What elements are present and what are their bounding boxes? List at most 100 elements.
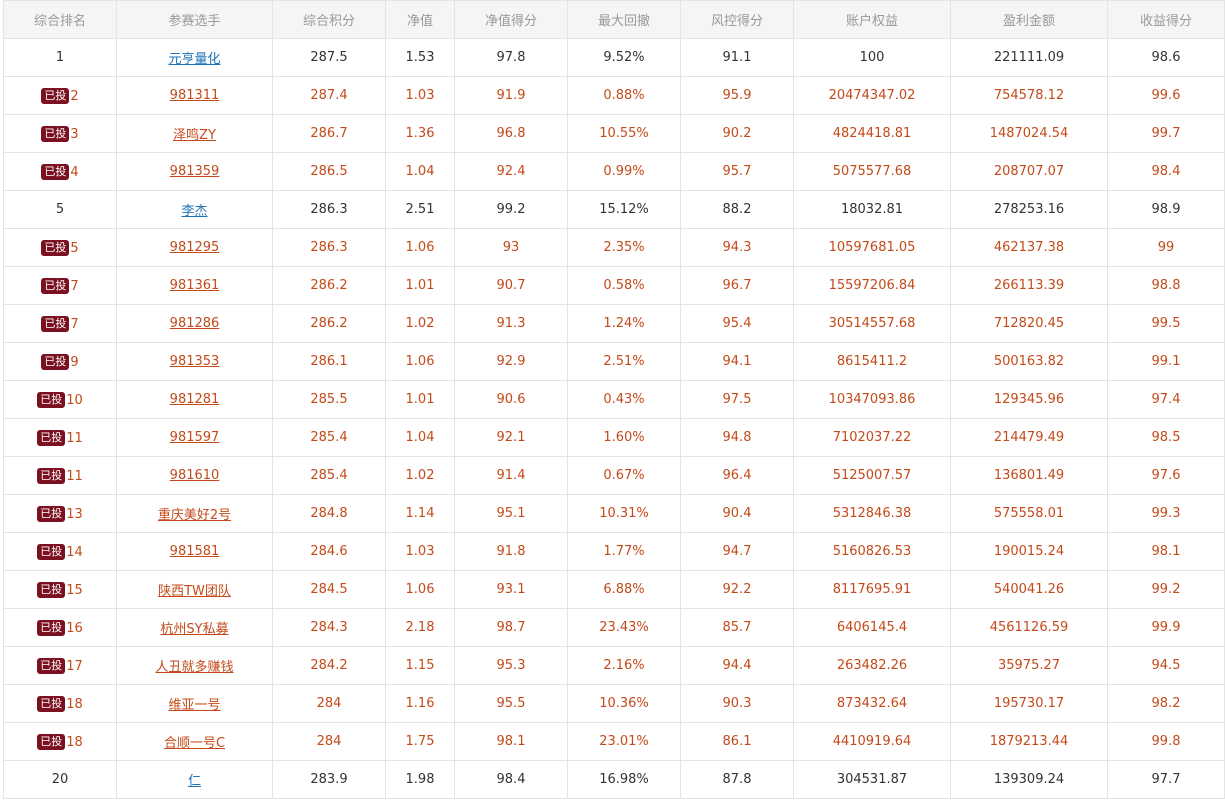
score-cell: 285.4	[272, 456, 386, 495]
nav-cell: 1.16	[385, 684, 455, 723]
drawdown-cell: 1.24%	[567, 304, 681, 343]
player-link[interactable]: 元亨量化	[168, 52, 221, 67]
table-row: 已投 14 981581 284.6 1.03 91.8 1.77% 94.7 5160826.…	[3, 532, 1225, 571]
rank-value: 5	[70, 240, 79, 256]
return-score-cell: 98.9	[1107, 190, 1225, 229]
nav-score-cell: 91.4	[454, 456, 568, 495]
nav-cell: 1.06	[385, 570, 455, 609]
drawdown-cell: 23.01%	[567, 722, 681, 761]
profit-cell: 462137.38	[950, 228, 1108, 267]
profit-cell: 1879213.44	[950, 722, 1108, 761]
col-header-rank[interactable]: 综合排名	[3, 0, 117, 39]
equity-cell: 10347093.86	[793, 380, 951, 419]
drawdown-cell: 2.51%	[567, 342, 681, 381]
player-cell: 981353	[116, 342, 273, 381]
risk-score-cell: 90.3	[680, 684, 794, 723]
return-score-cell: 99.1	[1107, 342, 1225, 381]
nav-cell: 1.04	[385, 418, 455, 457]
score-cell: 283.9	[272, 760, 386, 799]
equity-cell: 30514557.68	[793, 304, 951, 343]
risk-score-cell: 90.4	[680, 494, 794, 533]
risk-score-cell: 96.7	[680, 266, 794, 305]
player-link[interactable]: 陕西TW团队	[158, 584, 231, 599]
player-link[interactable]: 泽鸣ZY	[173, 128, 216, 143]
score-cell: 285.4	[272, 418, 386, 457]
score-cell: 286.3	[272, 190, 386, 229]
nav-score-cell: 92.9	[454, 342, 568, 381]
rank-value: 2	[70, 88, 79, 104]
rank-cell: 已投 5	[3, 228, 117, 267]
score-cell: 284.5	[272, 570, 386, 609]
invested-badge: 已投	[37, 391, 66, 408]
col-header-score[interactable]: 综合积分	[272, 0, 386, 39]
col-header-nav-score[interactable]: 净值得分	[454, 0, 568, 39]
player-link[interactable]: 维亚一号	[168, 698, 221, 713]
table-row: 已投 7 981361 286.2 1.01 90.7 0.58% 96.7 15597206.…	[3, 266, 1225, 305]
player-link[interactable]: 981281	[169, 392, 220, 407]
profit-cell: 35975.27	[950, 646, 1108, 685]
invested-badge: 已投	[41, 353, 70, 370]
col-header-nav[interactable]: 净值	[385, 0, 455, 39]
table-row: 20 仁 283.9 1.98 98.4 16.98% 87.8 304531.87 13930…	[3, 760, 1225, 799]
col-header-risk-score[interactable]: 风控得分	[680, 0, 794, 39]
drawdown-cell: 16.98%	[567, 760, 681, 799]
player-link[interactable]: 杭州SY私募	[160, 622, 229, 637]
profit-cell: 500163.82	[950, 342, 1108, 381]
player-link[interactable]: 人丑就多赚钱	[155, 660, 234, 675]
invested-badge: 已投	[41, 125, 70, 142]
risk-score-cell: 91.1	[680, 38, 794, 77]
player-cell: 李杰	[116, 190, 273, 229]
score-cell: 284	[272, 722, 386, 761]
player-link[interactable]: 仁	[187, 774, 201, 789]
profit-cell: 712820.45	[950, 304, 1108, 343]
col-header-equity[interactable]: 账户权益	[793, 0, 951, 39]
col-header-drawdown[interactable]: 最大回撤	[567, 0, 681, 39]
player-link[interactable]: 981581	[169, 544, 220, 559]
rank-value: 11	[66, 468, 83, 484]
rank-cell: 已投 17	[3, 646, 117, 685]
return-score-cell: 99.2	[1107, 570, 1225, 609]
profit-cell: 190015.24	[950, 532, 1108, 571]
player-link[interactable]: 981311	[169, 88, 220, 103]
nav-cell: 1.01	[385, 380, 455, 419]
invested-badge: 已投	[37, 733, 66, 750]
table-row: 已投 7 981286 286.2 1.02 91.3 1.24% 95.4 30514557.…	[3, 304, 1225, 343]
invested-badge: 已投	[41, 277, 70, 294]
score-cell: 284.2	[272, 646, 386, 685]
rank-cell: 1	[3, 38, 117, 77]
nav-score-cell: 90.6	[454, 380, 568, 419]
profit-cell: 136801.49	[950, 456, 1108, 495]
player-cell: 杭州SY私募	[116, 608, 273, 647]
ranking-table: 综合排名 参赛选手 综合积分 净值 净值得分 最大回撤 风控得分 账户权益 盈利…	[3, 0, 1225, 799]
col-header-player[interactable]: 参赛选手	[116, 0, 273, 39]
nav-cell: 1.36	[385, 114, 455, 153]
player-link[interactable]: 重庆美好2号	[157, 508, 232, 523]
invested-badge: 已投	[37, 695, 66, 712]
score-cell: 287.5	[272, 38, 386, 77]
player-link[interactable]: 李杰	[181, 204, 208, 219]
player-link[interactable]: 981610	[169, 468, 220, 483]
rank-cell: 已投 11	[3, 418, 117, 457]
risk-score-cell: 85.7	[680, 608, 794, 647]
player-link[interactable]: 981359	[169, 164, 220, 179]
col-header-return-score[interactable]: 收益得分	[1107, 0, 1225, 39]
return-score-cell: 99.7	[1107, 114, 1225, 153]
col-header-profit[interactable]: 盈利金额	[950, 0, 1108, 39]
drawdown-cell: 6.88%	[567, 570, 681, 609]
player-link[interactable]: 981597	[169, 430, 220, 445]
return-score-cell: 97.6	[1107, 456, 1225, 495]
table-row: 已投 4 981359 286.5 1.04 92.4 0.99% 95.7 5075577.6…	[3, 152, 1225, 191]
player-link[interactable]: 981361	[169, 278, 220, 293]
return-score-cell: 98.1	[1107, 532, 1225, 571]
player-link[interactable]: 981295	[169, 240, 220, 255]
player-link[interactable]: 981286	[169, 316, 220, 331]
rank-cell: 20	[3, 760, 117, 799]
equity-cell: 15597206.84	[793, 266, 951, 305]
drawdown-cell: 1.77%	[567, 532, 681, 571]
nav-cell: 1.04	[385, 152, 455, 191]
nav-score-cell: 96.8	[454, 114, 568, 153]
player-link[interactable]: 981353	[169, 354, 220, 369]
rank-cell: 已投 15	[3, 570, 117, 609]
player-link[interactable]: 合顺一号C	[163, 736, 226, 751]
return-score-cell: 97.4	[1107, 380, 1225, 419]
